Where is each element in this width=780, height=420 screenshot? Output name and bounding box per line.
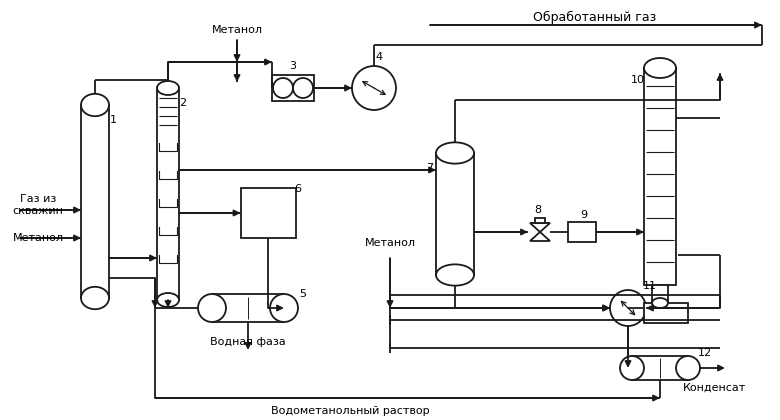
Text: Конденсат: Конденсат [683,383,746,393]
Ellipse shape [436,264,474,286]
Bar [568,222,596,242]
Bar [644,68,676,285]
Text: Обработанный газ: Обработанный газ [534,10,657,24]
Ellipse shape [81,94,109,116]
Text: 8: 8 [534,205,541,215]
Polygon shape [530,232,550,241]
Text: Водная фаза: Водная фаза [210,337,286,347]
Text: Газ из
скважин: Газ из скважин [12,194,63,216]
Bar [652,285,668,303]
Ellipse shape [610,290,646,326]
Bar [644,303,688,323]
Bar [272,75,314,101]
Ellipse shape [352,66,396,110]
Text: 5: 5 [300,289,307,299]
Bar [240,188,296,238]
Text: 3: 3 [289,61,296,71]
Polygon shape [530,223,550,232]
Ellipse shape [273,78,293,98]
Text: Метанол: Метанол [12,233,63,243]
Text: 11: 11 [643,281,657,291]
Ellipse shape [157,81,179,95]
Ellipse shape [652,298,668,308]
Text: 1: 1 [109,115,116,125]
Bar [212,294,284,322]
Ellipse shape [270,294,298,322]
Bar [632,356,688,380]
Text: 6: 6 [295,184,302,194]
Ellipse shape [436,142,474,164]
Ellipse shape [293,78,313,98]
Text: 2: 2 [179,98,186,108]
Text: 7: 7 [427,163,434,173]
Ellipse shape [620,356,644,380]
Bar [157,88,179,300]
Ellipse shape [198,294,226,322]
Bar [81,105,109,298]
Text: 10: 10 [631,75,645,85]
Text: 4: 4 [375,52,382,62]
Ellipse shape [81,287,109,309]
Text: Водометанольный раствор: Водометанольный раствор [271,406,429,416]
Ellipse shape [644,58,676,78]
Text: 9: 9 [580,210,587,220]
Text: Метанол: Метанол [364,238,416,248]
Bar [436,153,474,275]
Ellipse shape [676,356,700,380]
Bar [535,218,545,223]
Ellipse shape [157,293,179,307]
Text: Метанол: Метанол [211,25,263,35]
Text: 12: 12 [698,348,712,358]
